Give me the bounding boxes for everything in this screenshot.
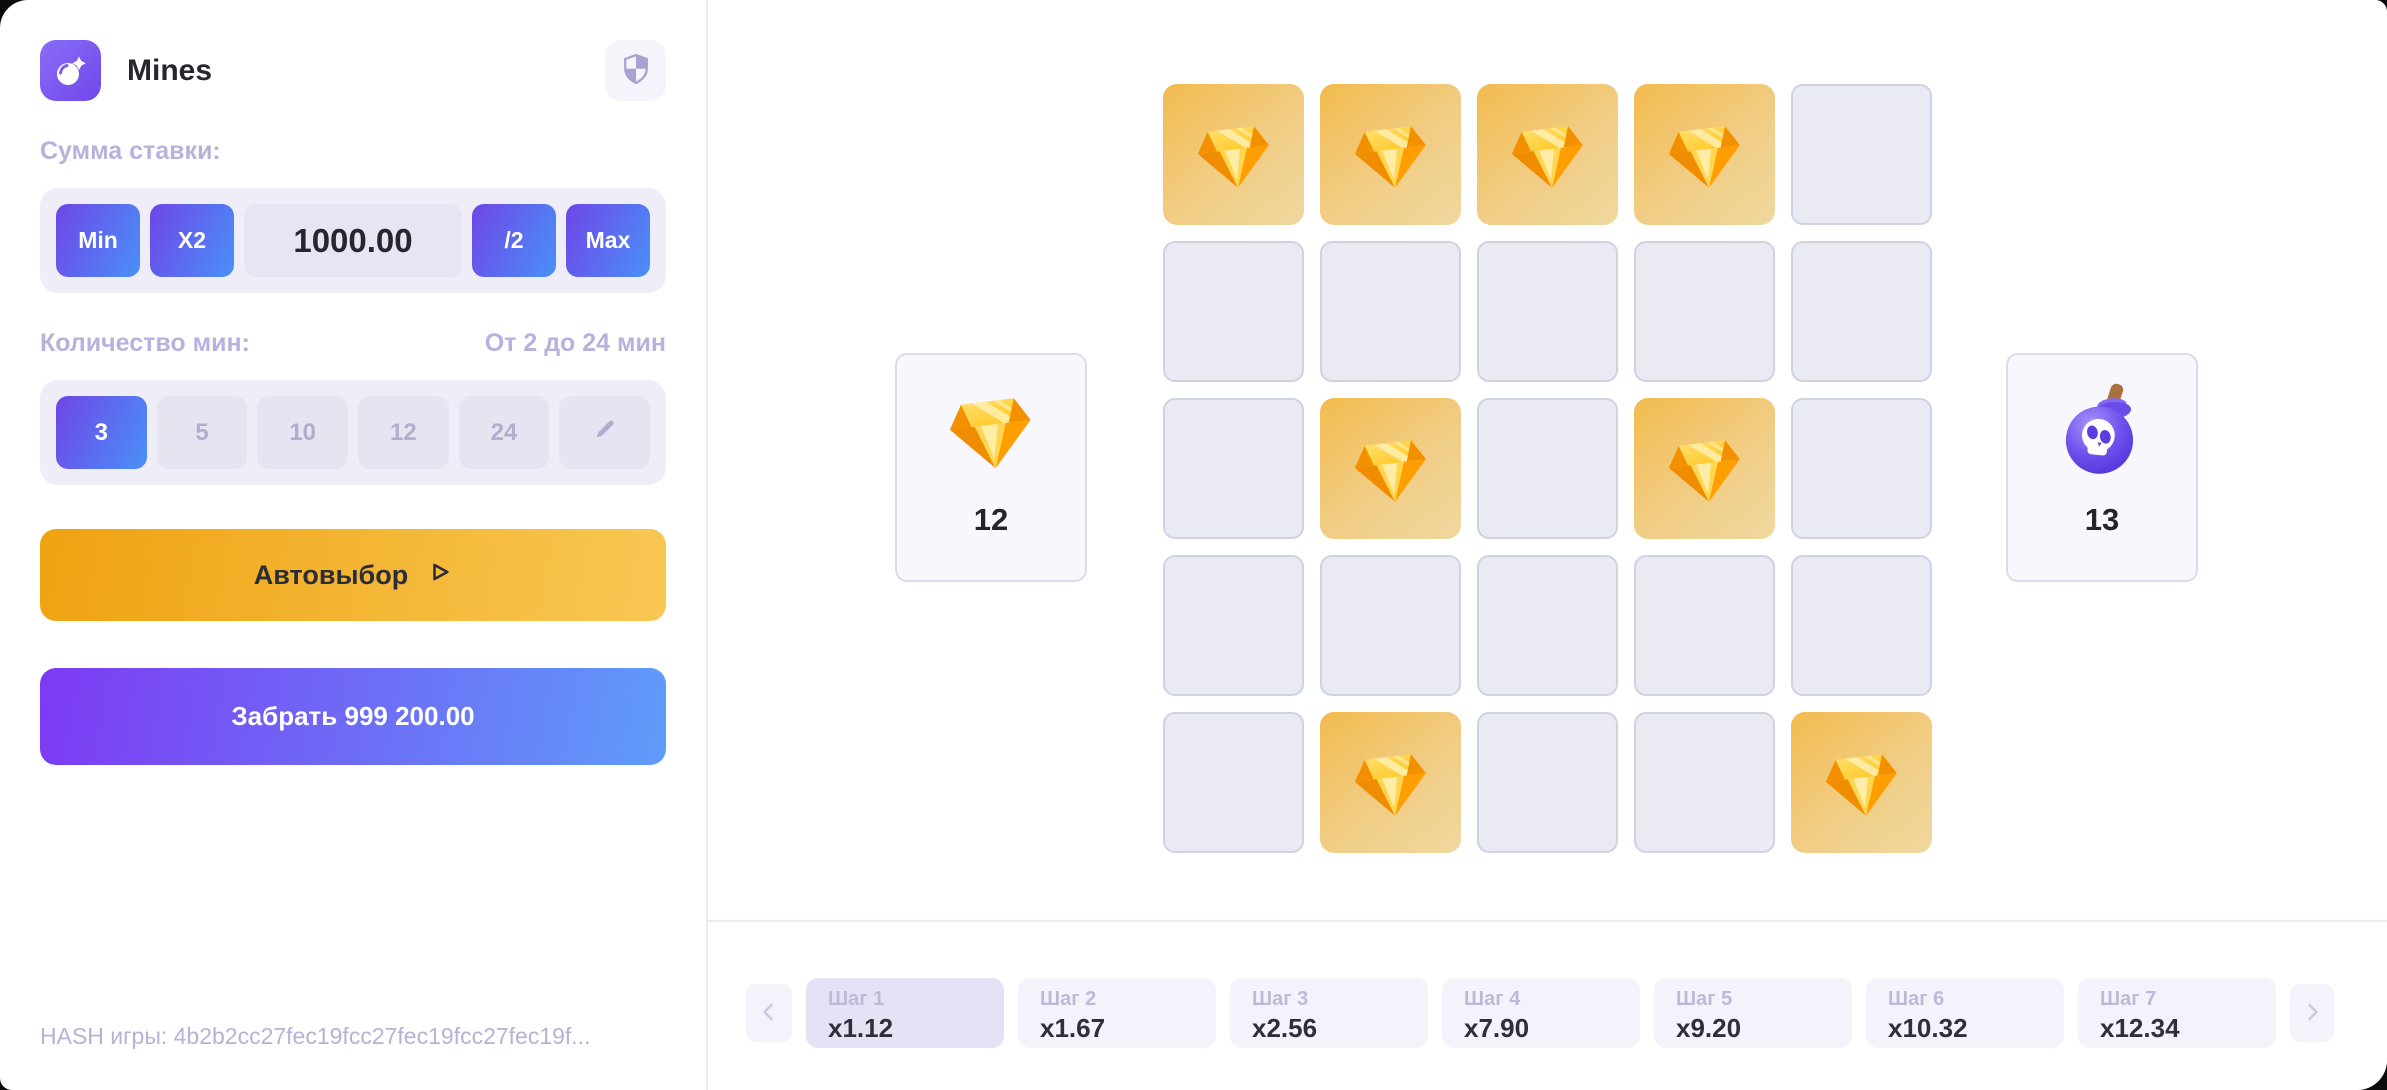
step-chip-1: Шаг 1 x1.12	[806, 978, 1004, 1048]
step-label: Шаг 6	[1888, 988, 1945, 1010]
tile-diamond-r5-c5	[1791, 712, 1932, 853]
tile-hidden-r2-c1[interactable]	[1163, 241, 1304, 382]
autopick-label: Автовыбор	[253, 559, 409, 590]
bombs-count: 13	[2084, 502, 2120, 537]
chevron-right-icon	[2300, 1000, 2324, 1027]
bet-amount-input[interactable]	[244, 204, 462, 277]
tile-diamond-r1-c4	[1634, 84, 1775, 225]
tile-hidden-r5-c3[interactable]	[1477, 712, 1618, 853]
tile-hidden-r2-c2[interactable]	[1320, 241, 1461, 382]
sidebar-header: Mines	[40, 40, 666, 101]
step-label: Шаг 5	[1676, 988, 1733, 1010]
tile-hidden-r4-c1[interactable]	[1163, 555, 1304, 696]
tile-diamond-r1-c3	[1477, 84, 1618, 225]
sidebar: Mines Сумма ставки: Min	[0, 0, 708, 1090]
chevron-left-icon	[757, 1000, 781, 1027]
tile-hidden-r2-c3[interactable]	[1477, 241, 1618, 382]
tile-diamond-r1-c2	[1320, 84, 1461, 225]
steps-next-button[interactable]	[2290, 984, 2334, 1042]
diamond-icon	[941, 381, 1041, 486]
diamond-icon	[1822, 752, 1902, 820]
play-icon	[424, 558, 452, 593]
mines-option-24[interactable]: 24	[458, 396, 550, 469]
bet-amount-label: Сумма ставки:	[40, 137, 221, 165]
step-multiplier: x2.56	[1252, 1013, 1318, 1043]
step-multiplier: x7.90	[1464, 1013, 1530, 1043]
tile-hidden-r1-c5[interactable]	[1791, 84, 1932, 225]
mines-option-12[interactable]: 12	[358, 396, 449, 469]
tile-hidden-r5-c4[interactable]	[1634, 712, 1775, 853]
diamond-icon	[1351, 124, 1431, 192]
diamond-icon	[1665, 124, 1745, 192]
bet-half-button[interactable]: /2	[472, 204, 556, 277]
step-label: Шаг 4	[1464, 988, 1521, 1010]
shield-check-icon	[619, 52, 653, 89]
diamond-icon	[1351, 438, 1431, 506]
step-multiplier: x9.20	[1676, 1013, 1742, 1043]
bombs-counter-card: 13	[2006, 353, 2198, 582]
step-multiplier: x1.67	[1040, 1013, 1106, 1043]
step-label: Шаг 3	[1252, 988, 1309, 1010]
bet-max-button[interactable]: Max	[566, 204, 650, 277]
diamond-icon	[1194, 124, 1274, 192]
diamond-icon	[1351, 752, 1431, 820]
bomb-icon	[40, 40, 101, 101]
divider	[708, 920, 2387, 922]
cashout-button[interactable]: Забрать 999 200.00	[40, 668, 666, 765]
tile-hidden-r2-c4[interactable]	[1634, 241, 1775, 382]
tile-diamond-r3-c2	[1320, 398, 1461, 539]
tile-hidden-r4-c3[interactable]	[1477, 555, 1618, 696]
step-multiplier: x10.32	[1888, 1013, 1968, 1043]
game-hash: HASH игры: 4b2b2cc27fec19fcc27fec19fcc27…	[40, 1023, 591, 1049]
step-chip-6: Шаг 6 x10.32	[1866, 978, 2064, 1048]
diamond-icon	[1665, 438, 1745, 506]
bet-min-button[interactable]: Min	[56, 204, 140, 277]
step-chip-2: Шаг 2 x1.67	[1018, 978, 1216, 1048]
bomb-skull-icon	[2052, 378, 2152, 486]
diamond-icon	[1508, 124, 1588, 192]
step-label: Шаг 2	[1040, 988, 1097, 1010]
tile-hidden-r3-c5[interactable]	[1791, 398, 1932, 539]
mines-count-header: Количество мин: От 2 до 24 мин	[40, 329, 666, 358]
tile-diamond-r1-c1	[1163, 84, 1304, 225]
tile-hidden-r5-c1[interactable]	[1163, 712, 1304, 853]
step-multiplier: x1.12	[828, 1013, 894, 1043]
steps-list: Шаг 1 x1.12 Шаг 2 x1.67 Шаг 3 x2.56 Шаг 4 x7.90…	[806, 978, 2276, 1048]
step-chip-3: Шаг 3 x2.56	[1230, 978, 1428, 1048]
pencil-icon	[592, 416, 618, 449]
tile-diamond-r5-c2	[1320, 712, 1461, 853]
diamonds-counter-card: 12	[895, 353, 1087, 582]
bet-x2-button[interactable]: X2	[150, 204, 234, 277]
mines-option-5[interactable]: 5	[156, 396, 248, 469]
tile-hidden-r2-c5[interactable]	[1791, 241, 1932, 382]
mines-option-3[interactable]: 3	[56, 396, 147, 469]
step-label: Шаг 7	[2100, 988, 2157, 1010]
mines-grid	[1163, 84, 1932, 853]
step-chip-4: Шаг 4 x7.90	[1442, 978, 1640, 1048]
game-area: 12 13 Шаг 1 x1.12 Шаг 2 x1.67 Шаг 3 x2.56 Шаг …	[708, 0, 2387, 1090]
tile-hidden-r4-c2[interactable]	[1320, 555, 1461, 696]
mines-option-10[interactable]: 10	[257, 396, 349, 469]
diamonds-count: 12	[973, 502, 1009, 537]
autopick-button[interactable]: Автовыбор	[40, 529, 666, 621]
mines-range-hint: От 2 до 24 мин	[484, 329, 666, 357]
custom-mines-button[interactable]	[559, 396, 651, 469]
step-chip-5: Шаг 5 x9.20	[1654, 978, 1852, 1048]
steps-bar: Шаг 1 x1.12 Шаг 2 x1.67 Шаг 3 x2.56 Шаг 4 x7.90…	[746, 978, 2334, 1048]
mines-count-label: Количество мин:	[40, 329, 250, 357]
tile-hidden-r3-c3[interactable]	[1477, 398, 1618, 539]
step-label: Шаг 1	[828, 988, 885, 1010]
step-chip-7: Шаг 7 x12.34	[2078, 978, 2276, 1048]
tile-hidden-r3-c1[interactable]	[1163, 398, 1304, 539]
fairness-button[interactable]	[605, 40, 666, 101]
page-title: Mines	[127, 53, 213, 87]
mines-count-selector: 3 5 10 12 24	[40, 380, 666, 485]
tile-hidden-r4-c5[interactable]	[1791, 555, 1932, 696]
bet-controls: Min X2 /2 Max	[40, 188, 666, 293]
steps-prev-button[interactable]	[746, 984, 792, 1042]
tile-diamond-r3-c4	[1634, 398, 1775, 539]
tile-hidden-r4-c4[interactable]	[1634, 555, 1775, 696]
step-multiplier: x12.34	[2100, 1013, 2180, 1043]
